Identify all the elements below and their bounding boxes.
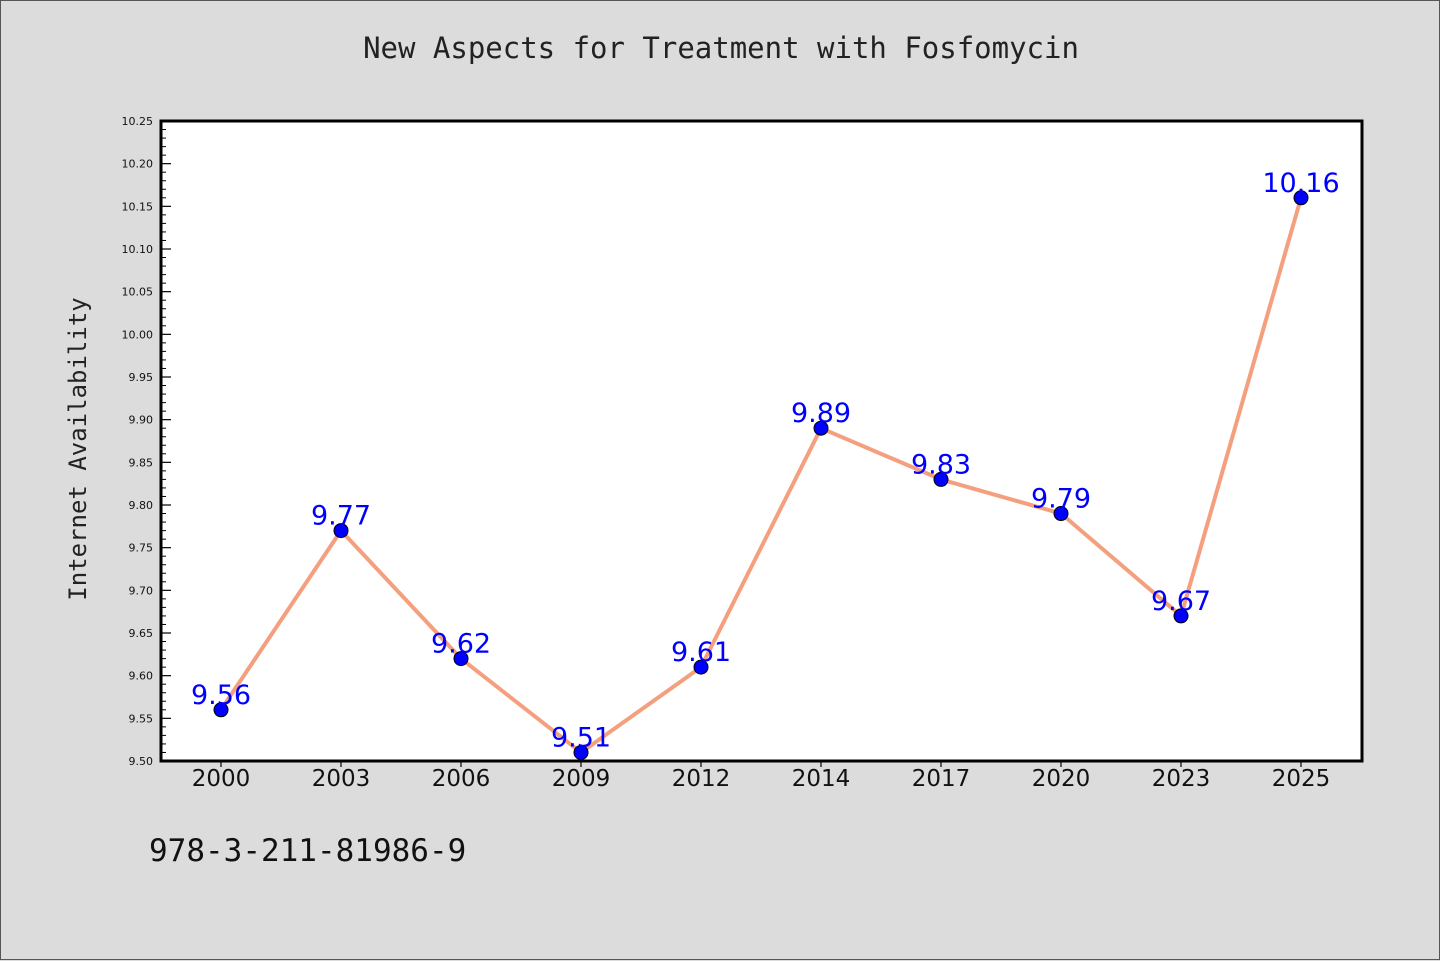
- y-tick-label: 9.85: [129, 456, 154, 469]
- plot-area: [159, 119, 1364, 763]
- y-tick-label: 10.25: [122, 115, 154, 128]
- data-point-label: 9.61: [671, 637, 731, 668]
- data-point-marker: [453, 651, 469, 667]
- x-tick-label: 2017: [912, 766, 971, 792]
- data-point-label: 9.51: [551, 722, 611, 753]
- data-point-label: 9.83: [911, 449, 971, 480]
- y-tick-label: 10.05: [122, 286, 154, 299]
- y-tick-label: 9.75: [129, 542, 154, 555]
- data-point-label: 9.67: [1151, 586, 1211, 617]
- y-tick-label: 9.55: [129, 712, 154, 725]
- x-tick-label: 2000: [192, 766, 251, 792]
- data-point-marker: [813, 420, 829, 436]
- y-tick-label: 9.90: [129, 414, 154, 427]
- data-point-marker: [1293, 190, 1309, 206]
- y-tick-label: 10.20: [122, 158, 154, 171]
- x-tick-label: 2006: [432, 766, 491, 792]
- data-point-label: 9.79: [1031, 484, 1091, 515]
- x-axis: 2000 2003 2006 2009 2012 2014 2017 2020 2023 2025: [192, 761, 1331, 792]
- x-tick-label: 2025: [1272, 766, 1331, 792]
- data-point-marker: [1173, 608, 1189, 624]
- data-point-label: 10.16: [1262, 168, 1339, 199]
- y-axis: 9.50 9.55 9.60 9.65 9.70 9.75 9.80 9.85 9.90 9.95…: [122, 115, 171, 768]
- footnote-isbn: 978-3-211-81986-9: [149, 833, 467, 869]
- series-line: [219, 195, 1303, 755]
- data-point-marker: [573, 744, 589, 760]
- x-tick-label: 2003: [312, 766, 371, 792]
- data-point-marker: [333, 523, 349, 539]
- y-tick-label: 10.00: [122, 328, 154, 341]
- x-tick-label: 2023: [1152, 766, 1211, 792]
- series-data-labels: 9.56 9.77 9.62 9.51 9.61 9.89 9.83 9.79 9.67 10.1…: [191, 168, 1340, 754]
- data-point-marker: [1053, 506, 1069, 522]
- data-point-label: 9.77: [311, 501, 371, 532]
- chart-title: New Aspects for Treatment with Fosfomyci…: [363, 31, 1079, 65]
- data-point-marker: [693, 659, 709, 675]
- x-tick-label: 2009: [552, 766, 611, 792]
- y-tick-label: 9.95: [129, 371, 154, 384]
- y-tick-label: 9.50: [129, 755, 154, 768]
- data-point-marker: [213, 702, 229, 718]
- y-tick-label: 10.15: [122, 200, 154, 213]
- data-point-label: 9.89: [791, 398, 851, 429]
- x-tick-label: 2014: [792, 766, 851, 792]
- data-point-marker: [933, 471, 949, 487]
- y-tick-label: 10.10: [122, 243, 154, 256]
- series-markers: [213, 190, 1309, 760]
- y-tick-label: 9.80: [129, 499, 154, 512]
- y-tick-label: 9.70: [129, 584, 154, 597]
- y-tick-label: 9.60: [129, 670, 154, 683]
- data-point-label: 9.56: [191, 680, 251, 711]
- x-tick-label: 2012: [672, 766, 731, 792]
- y-tick-label: 9.65: [129, 627, 154, 640]
- series-line-group: [219, 195, 1303, 755]
- data-point-label: 9.62: [431, 629, 491, 660]
- x-tick-label: 2020: [1032, 766, 1091, 792]
